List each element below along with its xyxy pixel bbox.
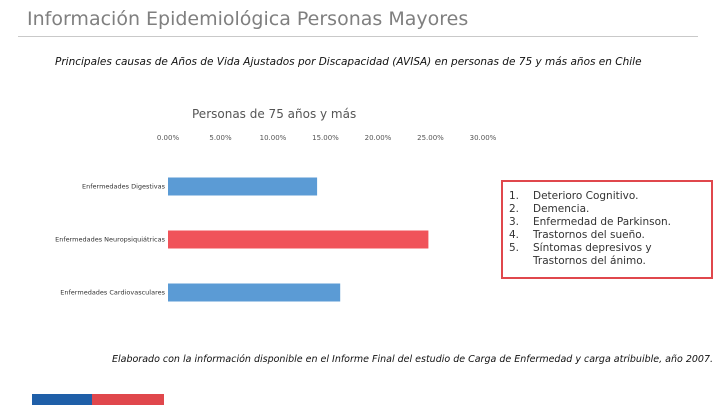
list-item-text: Síntomas depresivos y Trastornos del áni… bbox=[533, 242, 652, 267]
list-item-number: 4. bbox=[509, 229, 520, 241]
bar bbox=[168, 283, 341, 302]
x-tick-label: 25.00% bbox=[417, 134, 444, 142]
bar bbox=[168, 230, 429, 249]
list-item-text: Deterioro Cognitivo. bbox=[533, 190, 639, 202]
list-item: 1. Deterioro Cognitivo. bbox=[509, 190, 709, 203]
list-item-number: 2. bbox=[509, 203, 520, 215]
category-label: Enfermedades Cardiovasculares bbox=[60, 289, 165, 297]
list-item: 5. Síntomas depresivos y Trastornos del á… bbox=[509, 242, 709, 268]
neuropsychiatric-causes-box: 1. Deterioro Cognitivo. 2. Demencia. 3. Enfer… bbox=[501, 180, 713, 279]
bars bbox=[168, 177, 429, 302]
category-labels: Enfermedades Digestivas Enfermedades Neur… bbox=[55, 183, 166, 297]
list-item-text: Enfermedad de Parkinson. bbox=[533, 216, 671, 228]
category-label: Enfermedades Neuropsiquiátricas bbox=[55, 236, 166, 244]
brand-bar-blue bbox=[32, 394, 92, 405]
list-item-text: Trastornos del sueño. bbox=[533, 229, 645, 241]
list-item-text: Demencia. bbox=[533, 203, 590, 215]
page-title: Información Epidemiológica Personas Mayo… bbox=[27, 8, 469, 30]
causes-list: 1. Deterioro Cognitivo. 2. Demencia. 3. Enfer… bbox=[509, 190, 709, 268]
list-item: 3. Enfermedad de Parkinson. bbox=[509, 216, 709, 229]
bar bbox=[168, 177, 318, 196]
list-item: 4. Trastornos del sueño. bbox=[509, 229, 709, 242]
x-tick-label: 10.00% bbox=[260, 134, 287, 142]
chart-subtitle: Principales causas de Años de Vida Ajust… bbox=[55, 56, 642, 68]
brand-bar-red bbox=[92, 394, 164, 405]
x-tick-label: 5.00% bbox=[209, 134, 232, 142]
x-axis-ticks: 0.00% 5.00% 10.00% 15.00% 20.00% 25.00% 30.00% bbox=[157, 134, 497, 142]
list-item-number: 3. bbox=[509, 216, 520, 228]
chart-title: Personas de 75 años y más bbox=[192, 107, 357, 121]
x-tick-label: 20.00% bbox=[365, 134, 392, 142]
category-label: Enfermedades Digestivas bbox=[82, 183, 166, 191]
title-divider bbox=[18, 36, 698, 37]
list-item-number: 5. bbox=[509, 242, 520, 254]
x-tick-label: 15.00% bbox=[312, 134, 339, 142]
list-item-number: 1. bbox=[509, 190, 520, 202]
list-item: 2. Demencia. bbox=[509, 203, 709, 216]
x-tick-label: 0.00% bbox=[157, 134, 180, 142]
x-tick-label: 30.00% bbox=[470, 134, 497, 142]
source-footnote: Elaborado con la información disponible … bbox=[112, 354, 714, 365]
